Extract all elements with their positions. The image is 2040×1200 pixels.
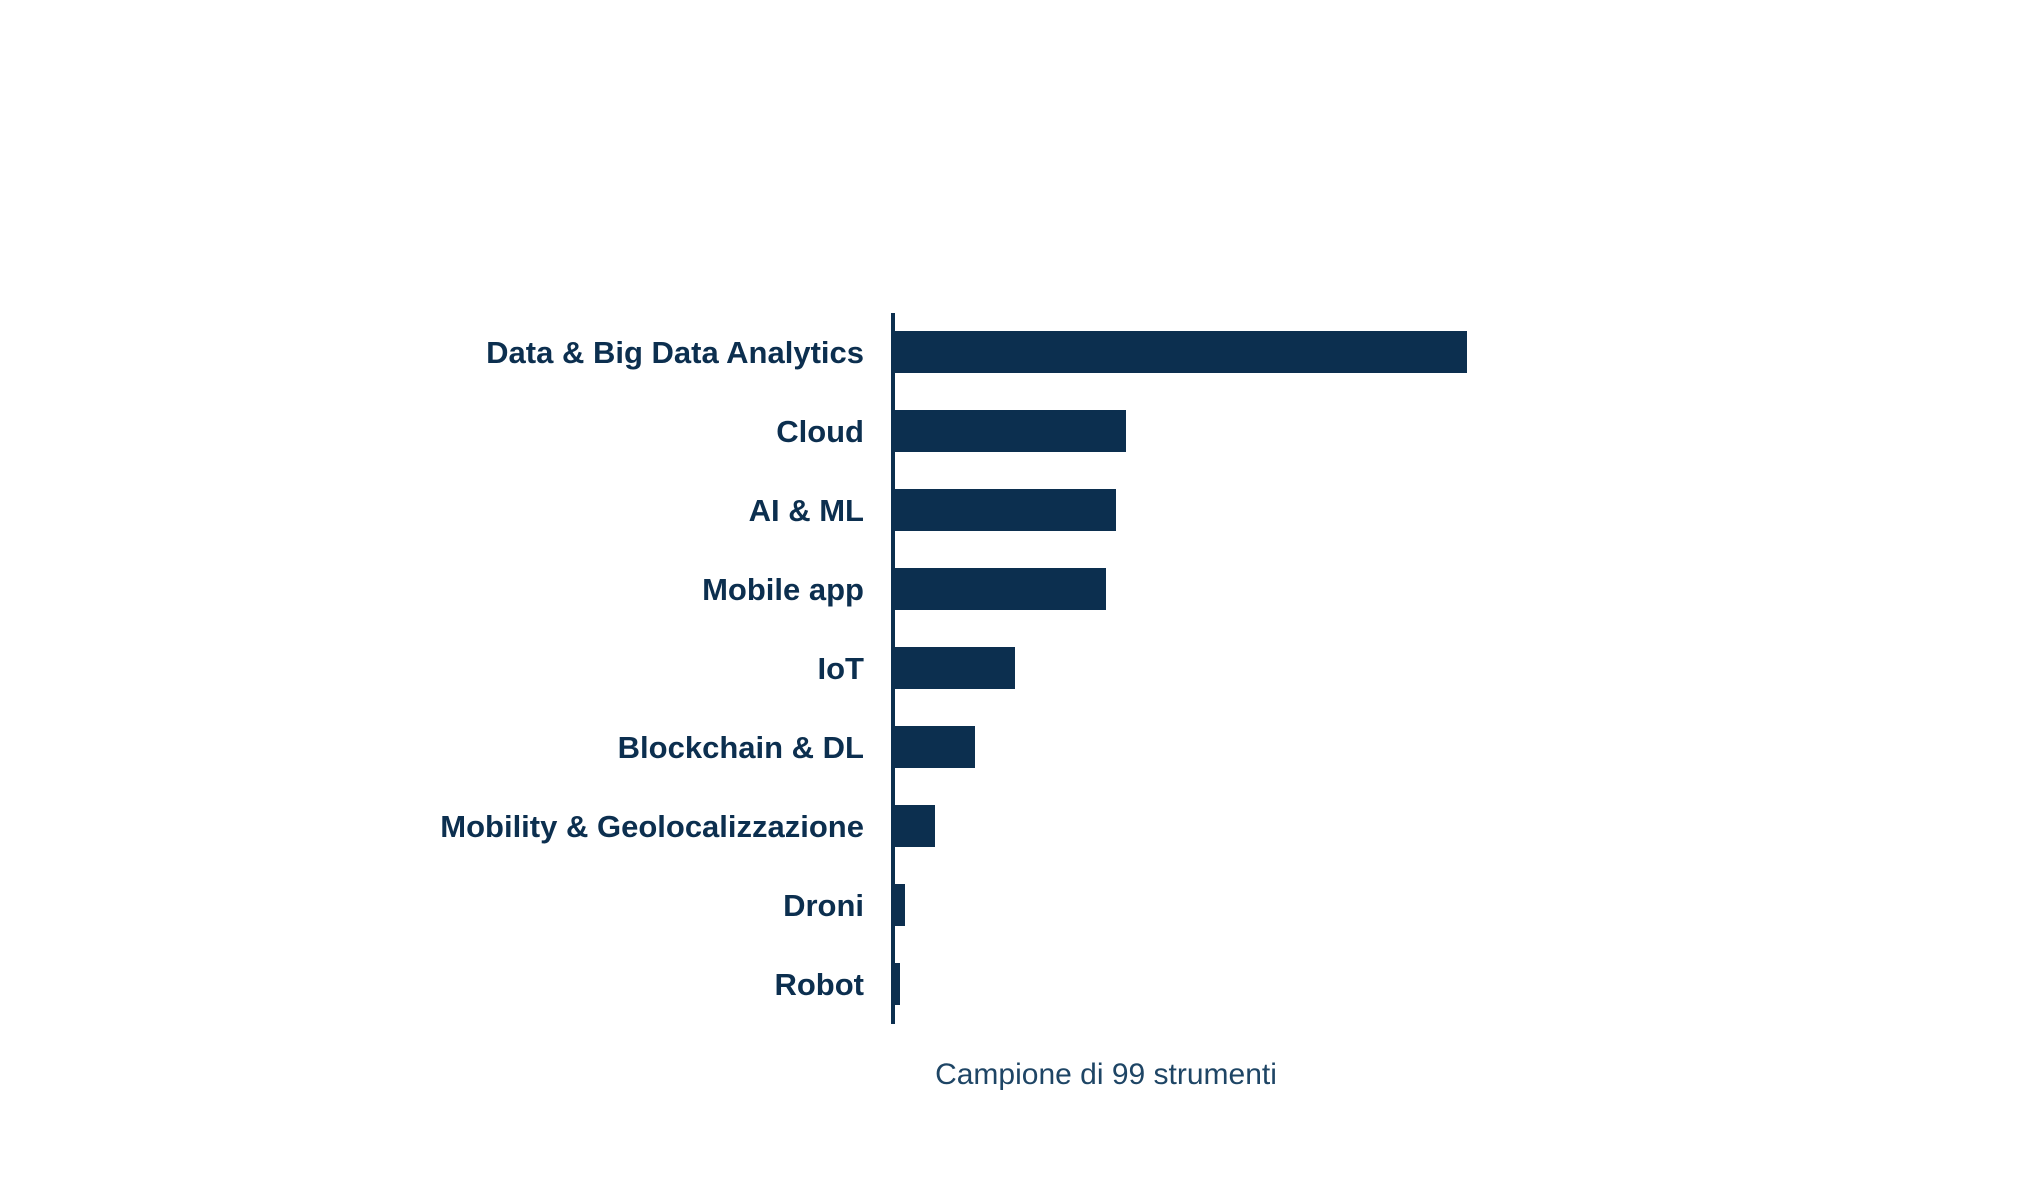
y-axis-line — [891, 313, 895, 1024]
category-label: Mobile app — [702, 572, 864, 607]
bar — [895, 805, 935, 847]
category-label: IoT — [817, 651, 865, 686]
bars-area — [895, 313, 1995, 1024]
bar-row — [895, 471, 1995, 550]
bar — [895, 884, 905, 926]
bar-row — [895, 392, 1995, 471]
bar — [895, 331, 1467, 373]
bar — [895, 963, 900, 1005]
bar-row — [895, 313, 1995, 392]
category-label: Blockchain & DL — [617, 730, 864, 765]
bar — [895, 489, 1116, 531]
bar — [895, 410, 1126, 452]
bar-row — [895, 708, 1995, 787]
bar-row — [895, 866, 1995, 945]
category-label: Cloud — [776, 414, 864, 449]
category-label: Mobility & Geolocalizzazione — [440, 809, 864, 844]
category-label: AI & ML — [748, 493, 864, 528]
bar — [895, 647, 1015, 689]
chart-caption: Campione di 99 strumenti — [935, 1058, 1277, 1091]
category-labels: Data & Big Data Analytics Cloud AI & ML Mob… — [0, 313, 864, 1024]
category-label: Robot — [774, 967, 864, 1002]
category-label: Droni — [783, 888, 864, 923]
bar-row — [895, 550, 1995, 629]
bar — [895, 726, 975, 768]
bar-row — [895, 629, 1995, 708]
bar-row — [895, 787, 1995, 866]
category-label: Data & Big Data Analytics — [486, 335, 864, 370]
bar-row — [895, 945, 1995, 1024]
bar — [895, 568, 1106, 610]
